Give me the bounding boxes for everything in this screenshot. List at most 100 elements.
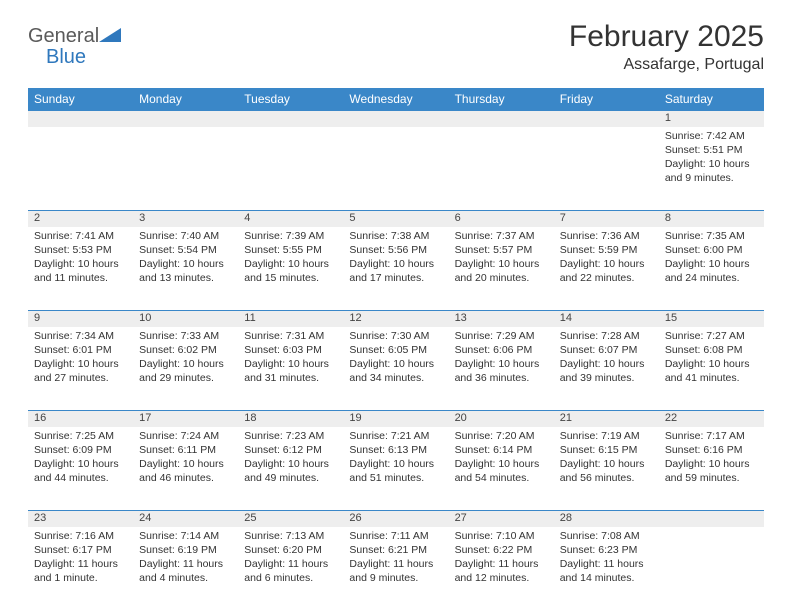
day-number-cell (238, 111, 343, 127)
daylight-text: Daylight: 11 hours and 9 minutes. (349, 557, 442, 585)
day-data-cell: Sunrise: 7:25 AMSunset: 6:09 PMDaylight:… (28, 427, 133, 511)
sunrise-text: Sunrise: 7:37 AM (455, 229, 548, 243)
weekday-monday: Monday (133, 88, 238, 111)
sunrise-text: Sunrise: 7:31 AM (244, 329, 337, 343)
calendar-body: 1Sunrise: 7:42 AMSunset: 5:51 PMDaylight… (28, 111, 764, 611)
location: Assafarge, Portugal (569, 56, 764, 74)
calendar-page: General Blue February 2025 Assafarge, Po… (0, 0, 792, 611)
day-number-cell: 19 (343, 411, 448, 427)
day-number: 4 (238, 211, 343, 225)
day-data: Sunrise: 7:36 AMSunset: 5:59 PMDaylight:… (554, 227, 659, 290)
sunrise-text: Sunrise: 7:10 AM (455, 529, 548, 543)
day-data-cell: Sunrise: 7:13 AMSunset: 6:20 PMDaylight:… (238, 527, 343, 611)
day-data: Sunrise: 7:11 AMSunset: 6:21 PMDaylight:… (343, 527, 448, 590)
day-number-cell (554, 111, 659, 127)
daylight-text: Daylight: 10 hours and 51 minutes. (349, 457, 442, 485)
day-data: Sunrise: 7:23 AMSunset: 6:12 PMDaylight:… (238, 427, 343, 490)
day-data-cell: Sunrise: 7:38 AMSunset: 5:56 PMDaylight:… (343, 227, 448, 311)
triangle-icon (99, 28, 121, 47)
sunset-text: Sunset: 6:13 PM (349, 443, 442, 457)
logo-general: General (28, 25, 99, 47)
day-number: 16 (28, 411, 133, 425)
weekday-wednesday: Wednesday (343, 88, 448, 111)
sunset-text: Sunset: 6:07 PM (560, 343, 653, 357)
day-number: 19 (343, 411, 448, 425)
sunrise-text: Sunrise: 7:36 AM (560, 229, 653, 243)
day-data-cell: Sunrise: 7:08 AMSunset: 6:23 PMDaylight:… (554, 527, 659, 611)
day-data: Sunrise: 7:25 AMSunset: 6:09 PMDaylight:… (28, 427, 133, 490)
day-data: Sunrise: 7:28 AMSunset: 6:07 PMDaylight:… (554, 327, 659, 390)
day-data: Sunrise: 7:38 AMSunset: 5:56 PMDaylight:… (343, 227, 448, 290)
day-data-cell (554, 127, 659, 211)
sunrise-text: Sunrise: 7:42 AM (665, 129, 758, 143)
header: General Blue February 2025 Assafarge, Po… (28, 20, 764, 74)
day-data-cell: Sunrise: 7:41 AMSunset: 5:53 PMDaylight:… (28, 227, 133, 311)
day-number: 6 (449, 211, 554, 225)
sunset-text: Sunset: 6:17 PM (34, 543, 127, 557)
day-data: Sunrise: 7:29 AMSunset: 6:06 PMDaylight:… (449, 327, 554, 390)
day-data-cell: Sunrise: 7:23 AMSunset: 6:12 PMDaylight:… (238, 427, 343, 511)
day-data-cell: Sunrise: 7:14 AMSunset: 6:19 PMDaylight:… (133, 527, 238, 611)
week-data-row: Sunrise: 7:16 AMSunset: 6:17 PMDaylight:… (28, 527, 764, 611)
week-data-row: Sunrise: 7:34 AMSunset: 6:01 PMDaylight:… (28, 327, 764, 411)
daylight-text: Daylight: 10 hours and 17 minutes. (349, 257, 442, 285)
day-number: 13 (449, 311, 554, 325)
daylight-text: Daylight: 10 hours and 44 minutes. (34, 457, 127, 485)
day-number: 20 (449, 411, 554, 425)
day-data-cell: Sunrise: 7:42 AMSunset: 5:51 PMDaylight:… (659, 127, 764, 211)
day-number-cell: 14 (554, 311, 659, 327)
day-data-cell: Sunrise: 7:11 AMSunset: 6:21 PMDaylight:… (343, 527, 448, 611)
sunrise-text: Sunrise: 7:23 AM (244, 429, 337, 443)
day-data-cell: Sunrise: 7:37 AMSunset: 5:57 PMDaylight:… (449, 227, 554, 311)
sunrise-text: Sunrise: 7:33 AM (139, 329, 232, 343)
day-data: Sunrise: 7:10 AMSunset: 6:22 PMDaylight:… (449, 527, 554, 590)
day-number-cell: 24 (133, 511, 238, 527)
day-number-cell (133, 111, 238, 127)
sunrise-text: Sunrise: 7:24 AM (139, 429, 232, 443)
sunrise-text: Sunrise: 7:17 AM (665, 429, 758, 443)
weekday-saturday: Saturday (659, 88, 764, 111)
sunset-text: Sunset: 6:19 PM (139, 543, 232, 557)
day-number: 27 (449, 511, 554, 525)
day-number: 21 (554, 411, 659, 425)
sunrise-text: Sunrise: 7:28 AM (560, 329, 653, 343)
daylight-text: Daylight: 10 hours and 22 minutes. (560, 257, 653, 285)
day-data: Sunrise: 7:20 AMSunset: 6:14 PMDaylight:… (449, 427, 554, 490)
sunset-text: Sunset: 5:55 PM (244, 243, 337, 257)
daylight-text: Daylight: 10 hours and 11 minutes. (34, 257, 127, 285)
day-number: 23 (28, 511, 133, 525)
daylight-text: Daylight: 10 hours and 9 minutes. (665, 157, 758, 185)
sunrise-text: Sunrise: 7:19 AM (560, 429, 653, 443)
day-number-cell: 17 (133, 411, 238, 427)
sunset-text: Sunset: 6:12 PM (244, 443, 337, 457)
sunrise-text: Sunrise: 7:29 AM (455, 329, 548, 343)
day-number: 7 (554, 211, 659, 225)
day-number-cell: 23 (28, 511, 133, 527)
day-number: 22 (659, 411, 764, 425)
day-data-cell: Sunrise: 7:16 AMSunset: 6:17 PMDaylight:… (28, 527, 133, 611)
daylight-text: Daylight: 10 hours and 54 minutes. (455, 457, 548, 485)
week-data-row: Sunrise: 7:25 AMSunset: 6:09 PMDaylight:… (28, 427, 764, 511)
sunset-text: Sunset: 5:54 PM (139, 243, 232, 257)
day-data: Sunrise: 7:40 AMSunset: 5:54 PMDaylight:… (133, 227, 238, 290)
day-data-cell: Sunrise: 7:30 AMSunset: 6:05 PMDaylight:… (343, 327, 448, 411)
daylight-text: Daylight: 10 hours and 39 minutes. (560, 357, 653, 385)
day-number-cell: 1 (659, 111, 764, 127)
week-number-row: 232425262728 (28, 511, 764, 527)
day-data-cell: Sunrise: 7:27 AMSunset: 6:08 PMDaylight:… (659, 327, 764, 411)
sunset-text: Sunset: 5:57 PM (455, 243, 548, 257)
day-number: 11 (238, 311, 343, 325)
week-number-row: 2345678 (28, 211, 764, 227)
day-data-cell: Sunrise: 7:36 AMSunset: 5:59 PMDaylight:… (554, 227, 659, 311)
day-number-cell: 22 (659, 411, 764, 427)
sunrise-text: Sunrise: 7:08 AM (560, 529, 653, 543)
daylight-text: Daylight: 11 hours and 12 minutes. (455, 557, 548, 585)
day-number-cell: 6 (449, 211, 554, 227)
day-number: 17 (133, 411, 238, 425)
day-data: Sunrise: 7:24 AMSunset: 6:11 PMDaylight:… (133, 427, 238, 490)
day-data: Sunrise: 7:30 AMSunset: 6:05 PMDaylight:… (343, 327, 448, 390)
daylight-text: Daylight: 10 hours and 41 minutes. (665, 357, 758, 385)
weekday-tuesday: Tuesday (238, 88, 343, 111)
day-data: Sunrise: 7:37 AMSunset: 5:57 PMDaylight:… (449, 227, 554, 290)
day-number-cell (659, 511, 764, 527)
